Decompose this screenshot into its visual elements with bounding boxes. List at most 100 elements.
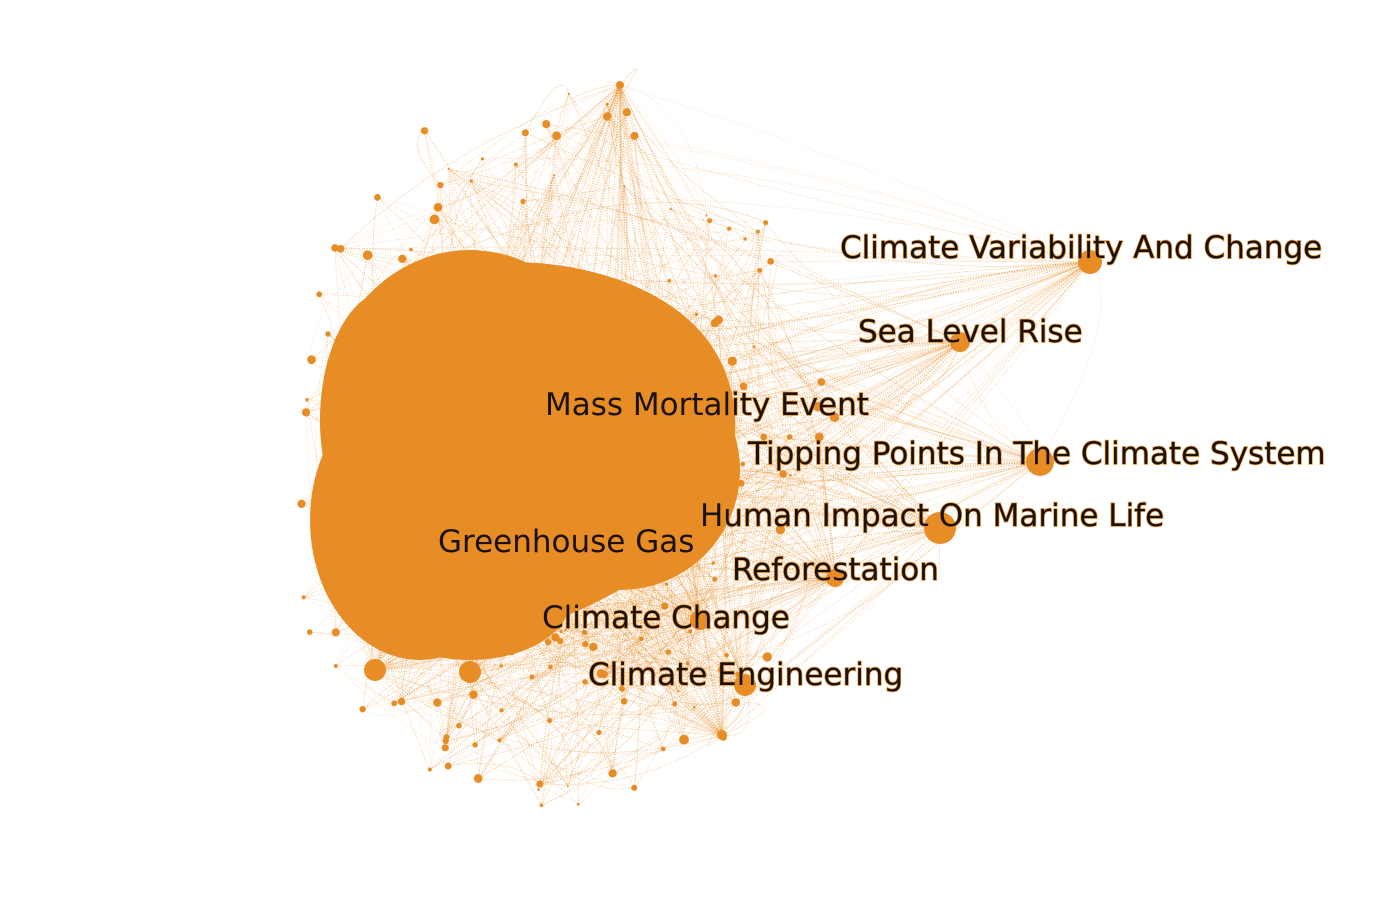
network-edge — [546, 123, 1091, 263]
network-edge — [535, 439, 746, 686]
network-node — [649, 417, 657, 425]
network-node — [607, 585, 611, 588]
network-edge — [501, 341, 961, 711]
network-node — [667, 323, 676, 331]
network-node — [690, 374, 700, 385]
network-edge — [619, 84, 717, 389]
network-node — [565, 398, 571, 404]
network-edge — [677, 619, 701, 693]
network-edge — [720, 460, 1041, 469]
network-edge — [718, 319, 784, 658]
network-node — [767, 258, 775, 265]
network-node — [361, 303, 368, 310]
network-edge — [619, 84, 707, 216]
network-edge — [568, 93, 671, 210]
network-node — [786, 434, 793, 440]
network-node — [473, 774, 483, 783]
network-edge — [541, 701, 625, 806]
network-node — [685, 661, 690, 666]
network-node — [370, 398, 374, 402]
hub-node — [924, 512, 956, 544]
network-node — [740, 461, 746, 467]
network-edge — [457, 84, 621, 606]
network-node — [521, 129, 529, 137]
network-edge — [458, 527, 941, 726]
network-node — [413, 488, 419, 493]
network-node — [710, 318, 719, 328]
network-edge — [541, 605, 665, 806]
network-edge — [612, 386, 744, 774]
network-edge — [469, 671, 746, 687]
network-edge — [564, 435, 685, 740]
network-edge — [607, 341, 961, 404]
network-node — [375, 539, 384, 549]
network-edge — [335, 577, 836, 667]
network-edge — [354, 341, 961, 399]
network-node — [608, 769, 617, 778]
network-node — [665, 582, 669, 586]
network-node — [378, 410, 384, 416]
network-node — [407, 438, 415, 446]
network-node — [582, 679, 588, 685]
network-edge — [753, 346, 836, 579]
network-edge — [662, 409, 721, 750]
network-edge — [445, 461, 1041, 749]
network-edge — [619, 84, 696, 380]
network-node — [757, 267, 763, 273]
network-node — [684, 355, 692, 362]
network-edge — [817, 341, 961, 408]
network-edge — [374, 669, 438, 712]
network-node — [610, 568, 615, 573]
network-edge — [757, 231, 836, 579]
network-edge — [423, 583, 746, 686]
hub-node — [1078, 250, 1102, 274]
network-node — [581, 629, 588, 636]
network-edge — [354, 397, 836, 579]
network-edge — [567, 208, 671, 402]
network-edge — [367, 254, 1041, 463]
network-node — [595, 461, 598, 465]
network-node — [469, 690, 478, 699]
network-edge — [639, 624, 649, 647]
network-node — [712, 576, 718, 582]
network-node — [660, 746, 666, 752]
network-edge — [429, 619, 701, 770]
network-edge — [512, 461, 1041, 549]
network-edge — [523, 461, 1041, 498]
network-edge — [469, 527, 941, 673]
network-edge — [335, 621, 474, 667]
network-edge — [624, 700, 723, 736]
network-edge — [478, 454, 554, 779]
network-edge — [765, 222, 1041, 463]
network-node — [519, 478, 528, 487]
network-node — [363, 546, 370, 553]
network-edge — [303, 597, 723, 736]
network-edge — [759, 270, 836, 579]
network-edge — [565, 432, 941, 529]
network-node — [511, 547, 515, 550]
network-node — [530, 434, 540, 445]
network-edge — [448, 168, 1091, 263]
network-node — [544, 376, 547, 380]
network-edge — [429, 341, 961, 770]
network-node — [487, 610, 495, 619]
network-node — [763, 220, 769, 226]
label-tipping-points-in-the-climate-system: Tipping Points In The Climate System — [747, 436, 1326, 472]
network-edge — [568, 93, 784, 475]
network-edge — [716, 319, 836, 579]
network-edge — [677, 231, 759, 692]
network-node — [362, 250, 373, 260]
network-edge — [694, 231, 759, 621]
network-edge — [619, 84, 820, 438]
network-edge — [664, 527, 941, 607]
network-edge — [603, 673, 746, 686]
network-edge — [818, 341, 961, 411]
network-edge — [323, 499, 746, 686]
network-node — [360, 487, 368, 496]
network-edge — [472, 84, 621, 495]
network-node — [715, 456, 725, 466]
network-node — [589, 590, 599, 599]
network-node — [576, 512, 586, 521]
network-edge — [718, 319, 727, 736]
